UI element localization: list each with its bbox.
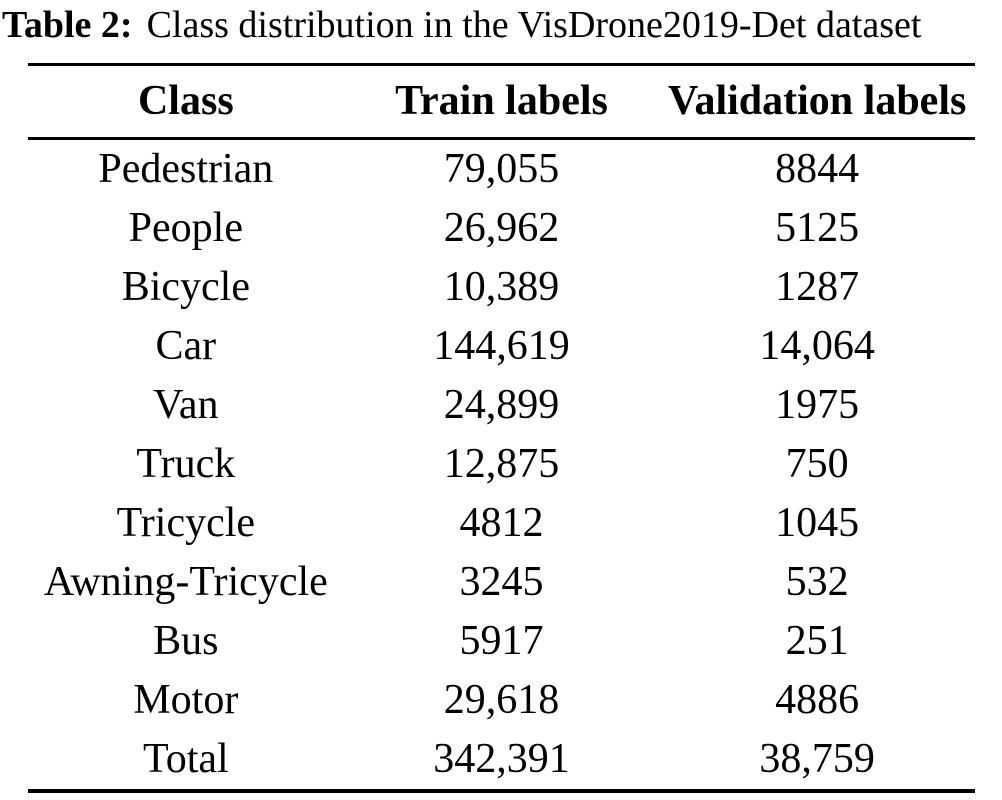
class-cell: Van [153,382,219,429]
table-caption-text: Class distribution in the VisDrone2019-D… [146,4,922,46]
validation-labels-cell: 532 [785,559,849,606]
table-row: People 26,962 5125 [28,199,975,258]
class-cell: Bus [153,618,219,665]
table-caption: Table 2: Class distribution in the VisDro… [2,4,1002,48]
class-cell: Tricycle [116,500,256,547]
table-row: Van 24,899 1975 [28,376,975,435]
train-labels-cell: 144,619 [433,323,570,370]
class-cell: Bicycle [121,264,250,311]
train-labels-cell: 4812 [459,500,544,547]
validation-labels-cell: 8844 [775,146,860,193]
train-labels-cell: 79,055 [443,146,560,193]
column-header-train-labels: Train labels [395,78,608,125]
table-row: Tricycle 4812 1045 [28,494,975,553]
class-cell: Awning-Tricycle [43,559,328,606]
train-labels-cell: 10,389 [443,264,560,311]
class-cell: People [128,205,243,252]
column-header-validation-labels: Validation labels [667,78,967,125]
table-row: Bus 5917 251 [28,612,975,671]
table-header-row: Class Train labels Validation labels [28,66,975,140]
validation-labels-cell: 1975 [775,382,860,429]
table-row: Pedestrian 79,055 8844 [28,140,975,199]
class-cell: Truck [136,441,236,488]
column-header-class: Class [137,78,234,125]
class-cell: Car [155,323,217,370]
train-labels-cell: 5917 [459,618,544,665]
table-row-total: Total 342,391 38,759 [28,730,975,789]
table-body: Pedestrian 79,055 8844 People 26,962 512… [28,140,975,789]
table-row: Bicycle 10,389 1287 [28,258,975,317]
train-labels-cell: 26,962 [443,205,560,252]
class-distribution-table: Class Train labels Validation labels Ped… [28,62,975,793]
validation-labels-cell: 251 [785,618,849,665]
validation-labels-cell: 38,759 [759,736,875,783]
table-row: Awning-Tricycle 3245 532 [28,553,975,612]
table-row: Motor 29,618 4886 [28,671,975,730]
table-row: Truck 12,875 750 [28,435,975,494]
train-labels-cell: 342,391 [433,736,570,783]
validation-labels-cell: 1287 [775,264,860,311]
validation-labels-cell: 750 [785,441,849,488]
class-cell: Total [142,736,229,783]
validation-labels-cell: 4886 [775,677,860,724]
table-caption-label: Table 2: [2,4,133,46]
validation-labels-cell: 1045 [775,500,860,547]
train-labels-cell: 29,618 [443,677,560,724]
validation-labels-cell: 14,064 [759,323,875,370]
train-labels-cell: 12,875 [443,441,560,488]
class-cell: Motor [133,677,239,724]
train-labels-cell: 3245 [459,559,544,606]
table-row: Car 144,619 14,064 [28,317,975,376]
train-labels-cell: 24,899 [443,382,560,429]
validation-labels-cell: 5125 [775,205,860,252]
class-cell: Pedestrian [98,146,274,193]
paper-table-figure: Table 2: Class distribution in the VisDro… [0,4,1002,793]
